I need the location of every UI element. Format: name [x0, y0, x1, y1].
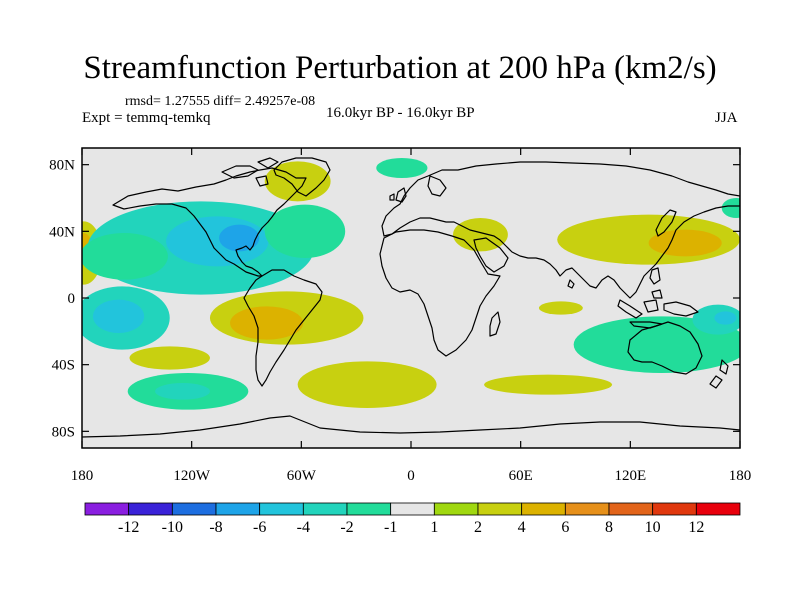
axis-ticks	[81, 148, 741, 448]
coastline-japan	[655, 209, 677, 237]
colorbar-label: 4	[518, 519, 526, 536]
anomaly-region-18	[648, 229, 722, 257]
y-tick-label: 80S	[52, 424, 75, 440]
colorbar-swatch	[652, 502, 697, 516]
colorbar-swatch	[390, 502, 435, 516]
x-axis-labels: 180 120W 60W 0 60E 120E 180	[71, 468, 752, 484]
anomaly-region-11	[129, 346, 210, 370]
coastline-scandinavia	[427, 175, 447, 197]
colorbar-label: -8	[209, 519, 222, 536]
colorbar-label: -12	[118, 519, 139, 536]
coastline-new-zealand	[709, 359, 729, 389]
x-tick-label: 120W	[173, 468, 211, 484]
y-tick-label: 40S	[52, 358, 75, 374]
colorbar-label: 2	[474, 519, 482, 536]
colorbar-swatch	[171, 502, 217, 516]
x-tick-label: 0	[407, 468, 415, 484]
colorbar-swatch	[477, 502, 523, 516]
colorbar-swatch	[346, 502, 392, 516]
coastline-antarctica	[82, 415, 740, 438]
anomaly-region-24	[297, 361, 437, 408]
anomaly-region-6	[264, 204, 346, 258]
coastline-africa	[379, 229, 501, 357]
y-axis-labels: 80N 40N 0 40S 80S	[49, 158, 75, 441]
anomaly-region-10	[230, 306, 304, 340]
anomaly-region-25	[484, 374, 613, 395]
colorbar-swatch	[564, 502, 610, 516]
coastline-arabia	[473, 237, 509, 273]
x-tick-label: 60E	[509, 468, 533, 484]
y-tick-label: 40N	[49, 224, 75, 240]
anomaly-region-21	[573, 316, 740, 373]
experiment-label: Expt = temmq-temkq	[82, 110, 211, 126]
colorbar-swatch	[302, 502, 348, 516]
anomaly-region-20	[538, 301, 583, 315]
colorbar-swatch	[215, 502, 261, 516]
coastline-greenland	[273, 157, 331, 197]
coastline-eurasia	[381, 161, 740, 299]
colorbar-label: -2	[340, 519, 353, 536]
coastline-sri-lanka	[567, 279, 575, 289]
coastlines	[82, 157, 740, 438]
colorbar-label: -1	[384, 519, 397, 536]
colorbar-label: 10	[645, 519, 661, 536]
coastline-australia	[627, 321, 703, 375]
coastline-philippines	[649, 267, 661, 285]
coastline-arctic-islands	[221, 157, 279, 187]
y-tick-label: 0	[68, 291, 76, 307]
anomaly-region-16	[453, 218, 508, 252]
colorbar-swatch	[259, 502, 304, 516]
anomaly-region-8	[92, 299, 145, 334]
anomaly-region-4	[219, 224, 260, 252]
x-tick-label: 180	[729, 468, 752, 484]
colorbar-labels: -12 -10 -8 -6 -4 -2 -1 1 2 4 6 8 10 12	[118, 519, 704, 536]
coastline-madagascar	[489, 311, 501, 337]
anomaly-region-19	[721, 198, 740, 218]
coastline-south-america	[243, 269, 323, 387]
colorbar-label: 12	[688, 519, 704, 536]
colorbar-swatch	[521, 502, 566, 516]
colorbar-label: -4	[297, 519, 310, 536]
anomaly-region-23	[714, 311, 737, 325]
coastline-maritime-continent	[617, 289, 699, 329]
colorbar-label: 6	[561, 519, 569, 536]
colorbar-swatch	[433, 502, 479, 516]
rmsd-diff-label: rmsd= 1.27555 diff= 2.49257e-08	[125, 94, 316, 109]
period-label: 16.0kyr BP - 16.0kyr BP	[326, 105, 475, 121]
colorbar	[84, 502, 741, 516]
colorbar-label: 1	[430, 519, 438, 536]
anomaly-region-14	[264, 161, 331, 202]
coastline-north-america	[112, 167, 307, 277]
x-tick-label: 180	[71, 468, 94, 484]
page-title: Streamfunction Perturbation at 200 hPa (…	[83, 50, 717, 86]
x-tick-label: 60W	[287, 468, 317, 484]
colorbar-swatch	[695, 502, 741, 516]
colorbar-label: -10	[162, 519, 183, 536]
colorbar-label: -6	[253, 519, 266, 536]
anomaly-region-13	[155, 383, 210, 400]
colorbar-swatch	[84, 502, 130, 516]
season-label: JJA	[715, 110, 738, 126]
colorbar-swatch	[128, 502, 173, 516]
colorbar-label: 8	[605, 519, 613, 536]
x-tick-label: 120E	[614, 468, 646, 484]
colorbar-swatch	[608, 502, 654, 516]
y-tick-label: 80N	[49, 158, 75, 174]
coastline-british-isles	[389, 187, 407, 203]
anomaly-region-15	[376, 158, 428, 178]
anomaly-region-5	[82, 233, 168, 280]
